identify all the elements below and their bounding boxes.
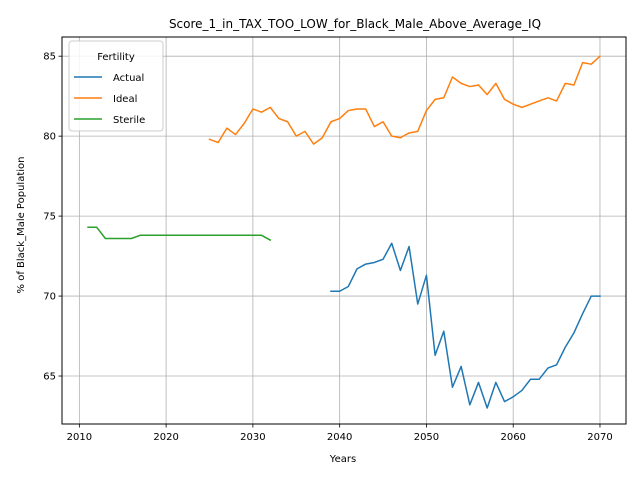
legend-label-sterile: Sterile — [113, 115, 145, 126]
y-tick-label: 75 — [43, 212, 56, 223]
series-line-sterile — [87, 226, 272, 242]
series-line-ideal — [208, 55, 602, 145]
x-tick-label: 2020 — [153, 432, 178, 443]
x-tick-label: 2030 — [240, 432, 265, 443]
axis-ticks: 2010 2020 2030 2040 2050 2060 2070 65 70 75 80 85 — [43, 52, 612, 443]
x-tick-label: 2070 — [587, 432, 612, 443]
y-tick-label: 70 — [43, 292, 56, 303]
series-layer — [87, 55, 602, 409]
x-axis-label: Years — [329, 454, 356, 465]
legend-items: Actual Ideal Sterile — [74, 73, 145, 126]
chart-title: Score_1_in_TAX_TOO_LOW_for_Black_Male_Ab… — [169, 17, 541, 31]
legend-label-actual: Actual — [113, 73, 144, 84]
series-line-actual — [330, 242, 601, 409]
x-tick-label: 2050 — [414, 432, 439, 443]
y-tick-label: 65 — [43, 372, 56, 383]
legend: Fertility Actual Ideal Sterile — [68, 40, 164, 132]
x-tick-label: 2010 — [67, 432, 92, 443]
grid — [62, 37, 626, 424]
plot-frame — [61, 36, 627, 425]
y-tick-label: 80 — [43, 132, 56, 143]
x-tick-label: 2040 — [327, 432, 352, 443]
legend-label-ideal: Ideal — [113, 94, 137, 105]
legend-title: Fertility — [97, 52, 135, 63]
y-axis-label: % of Black_Male Population — [16, 157, 27, 294]
x-tick-label: 2060 — [500, 432, 525, 443]
legend-box — [68, 40, 164, 132]
y-tick-label: 85 — [43, 52, 56, 63]
